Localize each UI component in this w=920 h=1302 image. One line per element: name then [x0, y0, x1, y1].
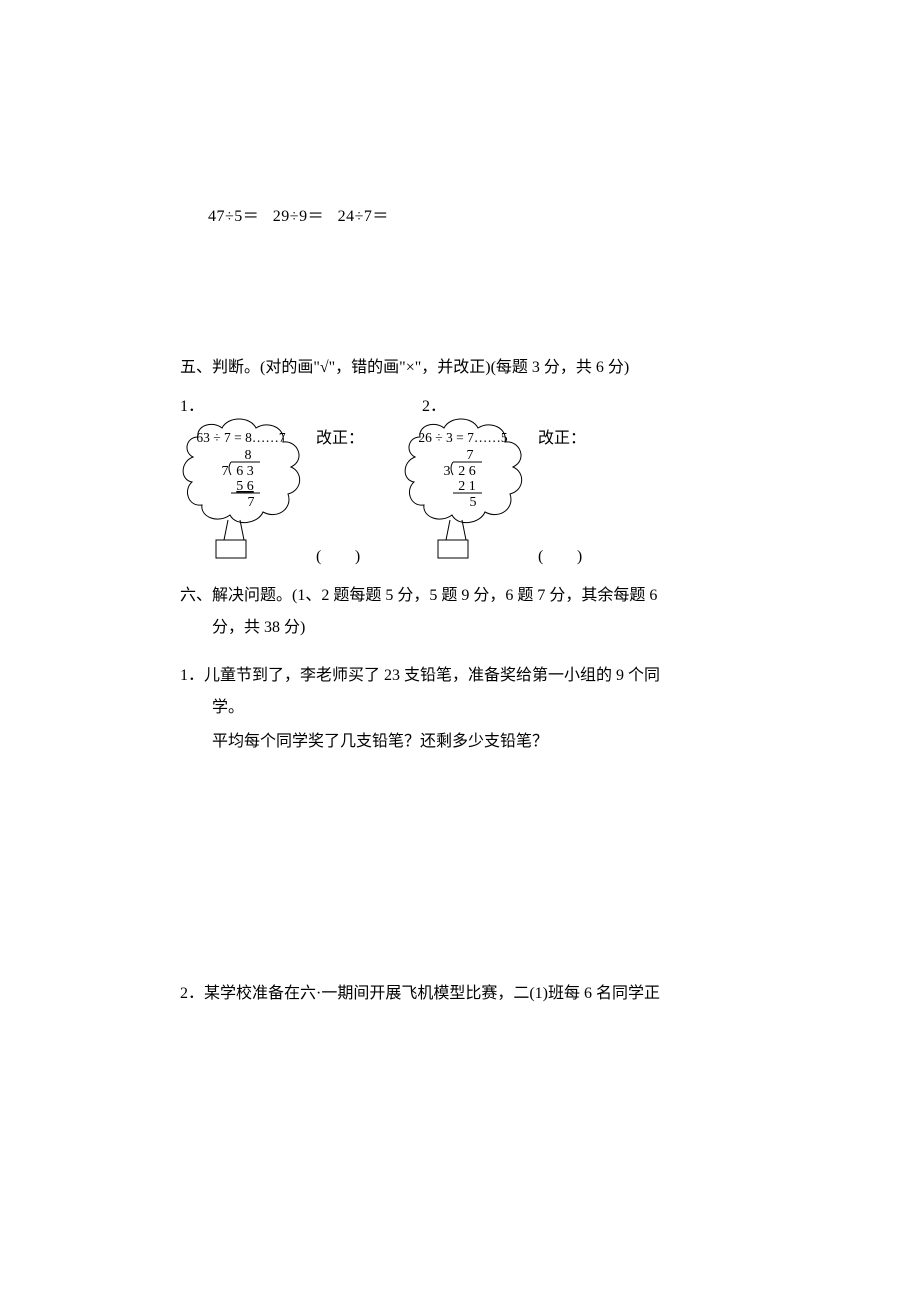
q1-line3: 平均每个同学奖了几支铅笔？还剩多少支铅笔？: [180, 726, 740, 758]
p1-dividend: 6 3: [236, 464, 254, 479]
p2-dividend: 2 6: [458, 464, 476, 479]
question-2: 2．某学校准备在六·一期间开展飞机模型比赛，二(1)班每 6 名同学正: [180, 978, 740, 1010]
q1-line2: 学。: [180, 692, 740, 724]
p2-sub: 2 1: [458, 479, 476, 494]
sec6-line1: 六、解决问题。(1、2 题每题 5 分，5 题 9 分，6 题 7 分，其余每题…: [180, 580, 740, 612]
p1-quotient: 8: [245, 448, 252, 463]
equation-2: 29÷9＝: [273, 208, 324, 225]
equation-line: 47÷5＝ 29÷9＝ 24÷7＝: [208, 202, 389, 226]
question-1: 1．儿童节到了，李老师买了 23 支铅笔，准备奖给第一小组的 9 个同 学。 平…: [180, 660, 740, 758]
p2-divisor: 3: [444, 464, 451, 479]
p1-sub: 5 6: [236, 479, 254, 494]
cloud-problem-1: 63 ÷ 7 = 8……7 8 7 6 3 5 6 7: [178, 412, 318, 562]
equation-3: 24÷7＝: [338, 208, 389, 225]
correction-label-1: 改正：: [316, 424, 364, 448]
p2-equation: 26 ÷ 3 = 7……5: [418, 430, 508, 445]
p2-remainder: 5: [470, 495, 477, 510]
paren-2: ( ): [538, 542, 583, 566]
paren-1: ( ): [316, 542, 361, 566]
correction-label-2: 改正：: [538, 424, 586, 448]
q1-line1: 1．儿童节到了，李老师买了 23 支铅笔，准备奖给第一小组的 9 个同: [180, 660, 740, 692]
p2-quotient: 7: [467, 448, 474, 463]
equation-1: 47÷5＝: [208, 208, 259, 225]
p1-equation: 63 ÷ 7 = 8……7: [196, 430, 286, 445]
section-6-heading: 六、解决问题。(1、2 题每题 5 分，5 题 9 分，6 题 7 分，其余每题…: [180, 580, 740, 644]
q2-line1: 2．某学校准备在六·一期间开展飞机模型比赛，二(1)班每 6 名同学正: [180, 978, 740, 1010]
p1-divisor: 7: [222, 464, 229, 479]
sec6-line2: 分，共 38 分): [180, 612, 740, 644]
cloud-problem-2: 26 ÷ 3 = 7……5 7 3 2 6 2 1 5: [400, 412, 540, 562]
p1-remainder: 7: [248, 495, 255, 510]
section-5-heading: 五、判断。(对的画"√"，错的画"×"，并改正)(每题 3 分，共 6 分): [180, 356, 629, 380]
